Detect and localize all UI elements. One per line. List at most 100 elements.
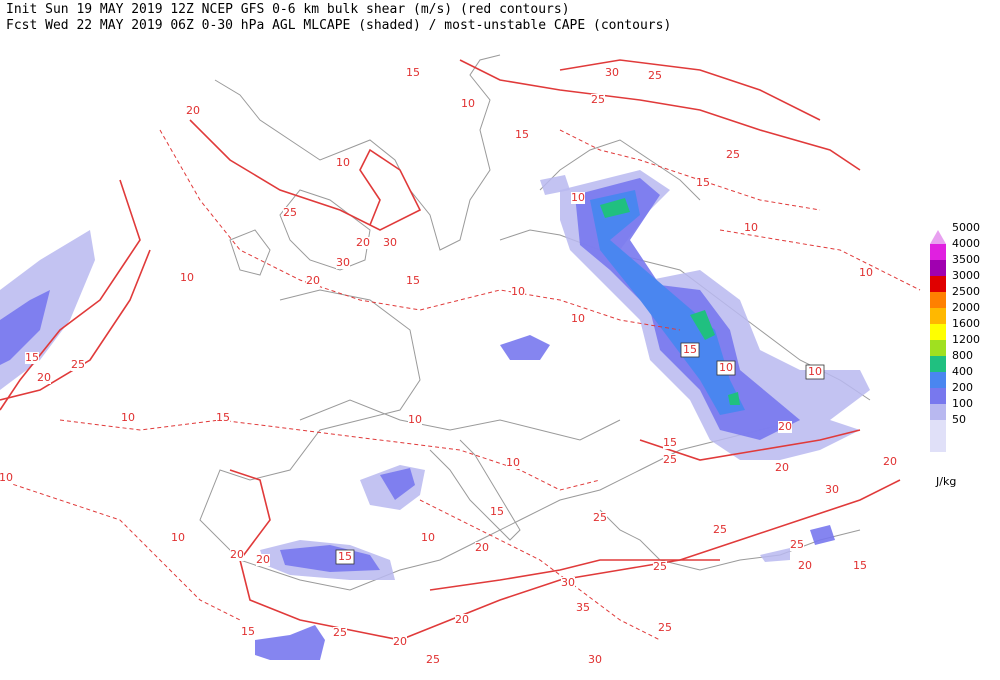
header: Init Sun 19 MAY 2019 12Z NCEP GFS 0-6 km…: [6, 2, 671, 33]
label-bg: [571, 192, 585, 204]
contour-label: 20: [356, 236, 370, 249]
contour-label: 15: [338, 550, 352, 563]
label-bg: [37, 372, 51, 384]
contour-label: 25: [663, 453, 677, 466]
contour-labels: 15 30 25 25 10 15 20 10 25 15 10 10 25 20 30 30 10 20 15 10…: [0, 66, 897, 666]
contour-label: 15: [663, 436, 677, 449]
legend-swatch: [930, 276, 946, 292]
label-bg: [648, 70, 662, 82]
legend-label: 3000: [952, 269, 980, 282]
contour-label: 15: [406, 66, 420, 79]
contour-label: 10: [336, 156, 350, 169]
contour-label: 20: [778, 420, 792, 433]
label-bg: [230, 549, 244, 561]
label-bg: [778, 421, 792, 433]
label-bg: [883, 456, 897, 468]
legend-label: 4000: [952, 237, 980, 250]
label-bg: [406, 67, 420, 79]
contour-label: 25: [71, 358, 85, 371]
label-bg: [283, 207, 297, 219]
contour-label: 10: [180, 271, 194, 284]
label-bg: [306, 275, 320, 287]
contour-label: 30: [588, 653, 602, 666]
label-bg: [790, 539, 804, 551]
legend-label: 50: [952, 413, 966, 426]
contour-label: 20: [798, 559, 812, 572]
label-bg: [333, 627, 347, 639]
contour-label: 10: [744, 221, 758, 234]
legend-swatch: [930, 356, 946, 372]
contour-label: 20: [393, 635, 407, 648]
contour-label: 20: [455, 613, 469, 626]
legend-swatch: [930, 308, 946, 324]
contour-label: 15: [515, 128, 529, 141]
contour-label: 25: [333, 626, 347, 639]
cape-shading: [0, 170, 870, 660]
contour-label: 10: [461, 97, 475, 110]
label-bg: [775, 462, 789, 474]
contour-label: 20: [186, 104, 200, 117]
contour-label: 30: [825, 483, 839, 496]
label-box: [335, 549, 355, 565]
label-bg: [25, 352, 39, 364]
contour-label: 25: [713, 523, 727, 536]
label-bg: [336, 157, 350, 169]
label-bg: [696, 177, 710, 189]
label-bg: [561, 577, 575, 589]
label-bg: [825, 484, 839, 496]
legend-label: 200: [952, 381, 973, 394]
contour-label: 25: [426, 653, 440, 666]
legend-label: 5000: [952, 221, 980, 234]
contour-label: 10: [571, 191, 585, 204]
contour-label: 15: [25, 351, 39, 364]
header-line: Fcst Wed 22 MAY 2019 06Z 0-30 hPa AGL ML…: [6, 18, 671, 33]
legend-swatch: [930, 372, 946, 388]
contour-label: 25: [653, 560, 667, 573]
label-bg: [186, 105, 200, 117]
label-bg: [71, 359, 85, 371]
label-box: [680, 342, 700, 358]
legend-triangle: [930, 230, 946, 244]
contour-label: 10: [408, 413, 422, 426]
contour-label: 20: [37, 371, 51, 384]
legend-label: 1200: [952, 333, 980, 346]
label-bg: [475, 542, 489, 554]
contour-label: 10: [506, 456, 520, 469]
contour-label: 15: [490, 505, 504, 518]
label-bg: [859, 267, 873, 279]
contour-label: 30: [383, 236, 397, 249]
legend-label: 2000: [952, 301, 980, 314]
label-bg: [241, 626, 255, 638]
legend-label: 800: [952, 349, 973, 362]
legend-swatch: [930, 420, 946, 436]
label-bg: [515, 129, 529, 141]
contour-label: 20: [256, 553, 270, 566]
contour-label: 15: [241, 625, 255, 638]
header-line: Init Sun 19 MAY 2019 12Z NCEP GFS 0-6 km…: [6, 2, 570, 17]
legend-label: 100: [952, 397, 973, 410]
legend-swatch: [930, 340, 946, 356]
contour-label: 10: [719, 361, 733, 374]
contour-label: 20: [475, 541, 489, 554]
label-bg: [490, 506, 504, 518]
contour-label: 10: [0, 471, 13, 484]
label-bg: [336, 257, 350, 269]
contour-label: 10: [859, 266, 873, 279]
contour-label: 35: [576, 601, 590, 614]
legend-label: 2500: [952, 285, 980, 298]
legend-label: 400: [952, 365, 973, 378]
legend-swatch: [930, 436, 946, 452]
label-bg: [591, 94, 605, 106]
label-bg: [171, 532, 185, 544]
contour-label: 25: [790, 538, 804, 551]
contour-label: 20: [775, 461, 789, 474]
contour-label: 10: [511, 285, 525, 298]
contour-label: 15: [853, 559, 867, 572]
legend-label: 1600: [952, 317, 980, 330]
label-bg: [406, 275, 420, 287]
label-bg: [571, 313, 585, 325]
label-bg: [256, 554, 270, 566]
contour-label: 10: [421, 531, 435, 544]
contour-label: 30: [336, 256, 350, 269]
